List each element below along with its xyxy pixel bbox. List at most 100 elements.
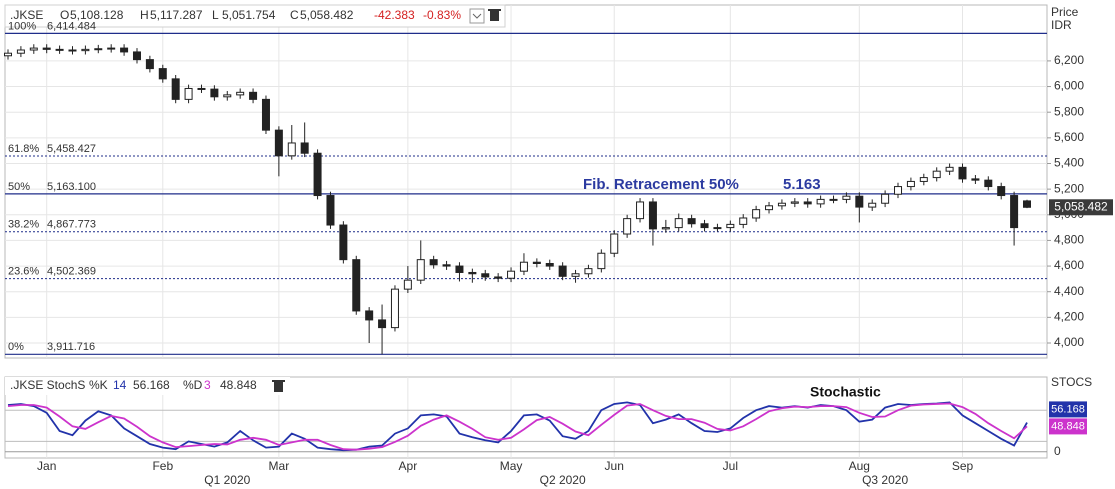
candle-body (945, 166, 954, 172)
fib-level-name: 61.8% (8, 143, 39, 155)
candle-body (4, 52, 12, 57)
x-tick-label: Sep (952, 459, 974, 473)
candle-body (1010, 195, 1019, 229)
value-tag-label: 48.848 (1051, 420, 1085, 432)
candle-body (55, 48, 64, 51)
candle-body (726, 223, 735, 229)
fib-level-value: 6,414.484 (47, 20, 96, 32)
last-price-tag (1049, 199, 1113, 216)
candle-body (636, 201, 645, 220)
candle-body (416, 259, 425, 281)
stoch-d-value: 48.848 (220, 378, 257, 392)
stoch-line (7, 401, 1028, 452)
candle-body (971, 178, 980, 181)
candle-body (287, 142, 296, 157)
x-tick-label: Apr (399, 459, 418, 473)
price-panel-frame (4, 4, 1048, 359)
candle-body (107, 47, 116, 50)
fib-level-value: 5,458.427 (47, 143, 96, 155)
plot (4, 44, 1031, 452)
candle-body (326, 195, 335, 226)
y-tick-label: 4,200 (1054, 310, 1084, 324)
y-tick-label: 6,000 (1054, 79, 1084, 93)
candle-body (94, 48, 103, 51)
stoch-d-param: 3 (204, 378, 211, 392)
stoch-panel-frame (4, 376, 1048, 459)
y-axis-label: Price (1051, 5, 1079, 19)
candle-body (558, 265, 567, 277)
fib-level-name: 38.2% (8, 219, 39, 231)
y-tick-label: 5,600 (1054, 130, 1084, 144)
candle-body (223, 94, 232, 98)
dropdown-button[interactable] (469, 8, 485, 24)
candle-body (171, 78, 180, 100)
candle-body (403, 279, 412, 290)
stoch-k-value: 56.168 (133, 378, 170, 392)
y-tick-label: 5,200 (1054, 181, 1084, 195)
candle-body (429, 259, 438, 266)
dropdown-arrow (472, 13, 482, 19)
candle-body (597, 252, 606, 270)
ohlc-key: H (140, 8, 149, 22)
fib-level-name: 23.6% (8, 265, 39, 277)
grid (5, 5, 1047, 458)
candle-body (300, 142, 309, 154)
ohlc-key: C (290, 8, 299, 22)
stoch-name: .JKSE StochS (10, 378, 85, 392)
candle-body (713, 227, 722, 230)
x-group-label: Q2 2020 (540, 473, 586, 487)
x-tick-label: May (500, 459, 523, 473)
y-tick-label: 4,600 (1054, 258, 1084, 272)
candle-body (236, 91, 245, 96)
x-tick-label: Feb (152, 459, 173, 473)
candle-body (790, 201, 799, 204)
candle-body (700, 223, 709, 229)
fib-level-value: 5,163.100 (47, 181, 96, 193)
candle-body (184, 87, 193, 100)
candle-body (958, 166, 967, 180)
candle-body (842, 195, 851, 200)
x-tick-label: Mar (269, 459, 290, 473)
y-tick-label: 0 (1054, 444, 1061, 458)
candle-body (584, 268, 593, 275)
y-tick-label: 4,400 (1054, 284, 1084, 298)
candle-body (120, 47, 129, 53)
change: -42.383 (374, 8, 415, 22)
candle-body (674, 218, 683, 229)
stoch-k-name: %K (89, 378, 108, 392)
stoch-axis-label: STOCS (1051, 375, 1092, 389)
y-tick-label: 4,800 (1054, 233, 1084, 247)
ohlc-key: L (212, 8, 219, 22)
y-tick-label: 5,400 (1054, 156, 1084, 170)
fib-level-name: 50% (8, 181, 30, 193)
delete-button[interactable] (272, 380, 285, 392)
candle-body (803, 201, 812, 205)
candle-body (455, 265, 464, 273)
candle-body (829, 198, 838, 201)
ohlc-key: O (60, 8, 69, 22)
candle-body (481, 273, 490, 278)
candle-body (984, 179, 993, 188)
x-group-label: Q3 2020 (862, 473, 908, 487)
candle-body (274, 129, 283, 157)
value-tag-label: 56.168 (1051, 403, 1085, 415)
candle-body (390, 288, 399, 329)
value-tag (1049, 418, 1087, 435)
candle-body (997, 186, 1006, 197)
candle-body (352, 259, 361, 312)
change-pct: -0.83% (423, 8, 461, 22)
header-box (4, 4, 506, 28)
candle-body (442, 264, 451, 267)
stoch-header-box (5, 377, 290, 395)
candle-body (81, 48, 90, 52)
candle-body (532, 261, 541, 264)
delete-button[interactable] (488, 9, 501, 21)
x-tick-label: Jan (37, 459, 56, 473)
stoch-title: Stochastic (810, 384, 881, 400)
candle-body (249, 91, 258, 100)
candle-body (906, 180, 915, 188)
candle-body (29, 47, 38, 51)
ohlc-value: 5,058.482 (300, 8, 354, 22)
candle-body (919, 177, 928, 182)
